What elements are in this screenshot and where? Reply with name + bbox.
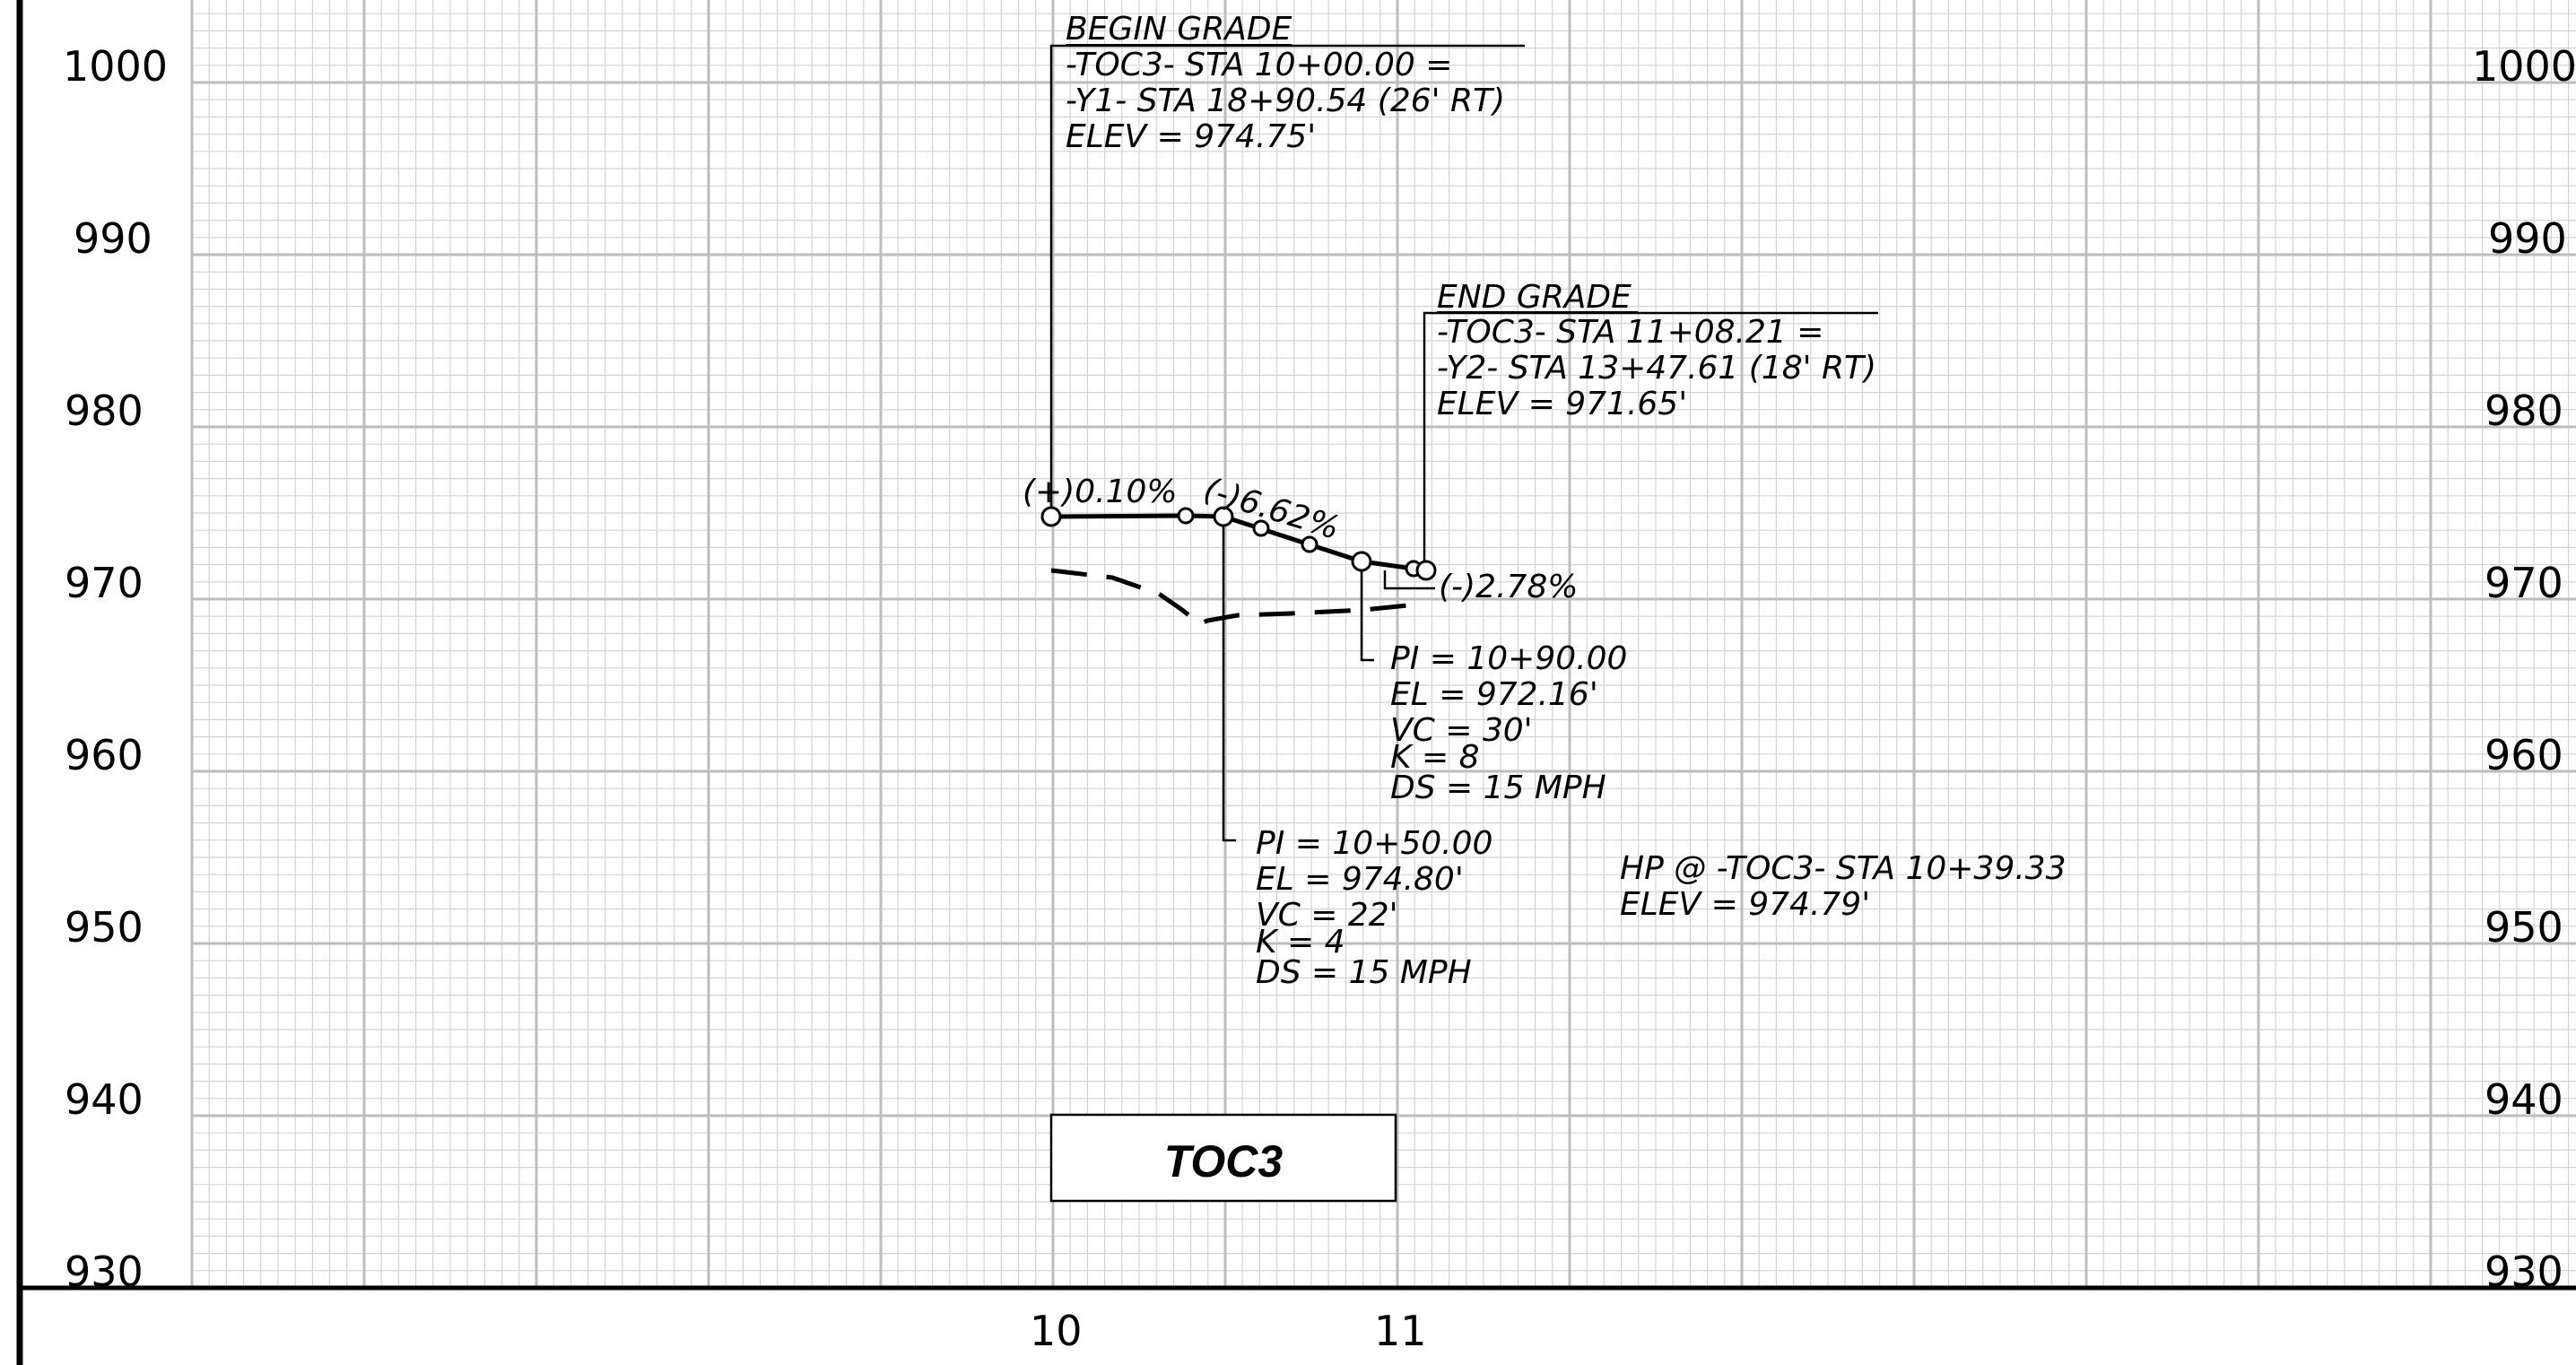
elevation-label-980-right: 980	[2485, 387, 2563, 435]
elevation-label-960: 960	[65, 731, 144, 779]
pi2-notes: PI = 10+90.00 EL = 972.16' VC = 30' K = …	[1390, 640, 1627, 806]
elevation-label-940-right: 940	[2485, 1075, 2563, 1124]
grade-label-1: (+)0.10%	[1023, 474, 1178, 510]
elevation-label-940: 940	[65, 1075, 144, 1124]
high-point-note: HP @ -TOC3- STA 10+39.33 ELEV = 974.79'	[1620, 850, 2066, 923]
vc1-start-point	[1177, 507, 1195, 525]
grade-label-3: (-)2.78%	[1439, 569, 1578, 605]
elevation-label-930-right: 930	[2485, 1248, 2563, 1296]
begin-grade-line1: -TOC3- STA 10+00.00 =	[1066, 47, 1452, 83]
elevation-label-960-right: 960	[2485, 731, 2563, 779]
left-elevation-labels: 1000 990 980 970 960 950 940 930	[63, 42, 168, 1296]
existing-ground-line	[1050, 568, 1418, 627]
profile-title: TOC3	[1164, 1136, 1284, 1187]
minor-grid	[192, 0, 2576, 1288]
begin-grade-line2: -Y1- STA 18+90.54 (26' RT)	[1066, 83, 1505, 119]
station-label-11: 11	[1374, 1307, 1427, 1355]
begin-grade-callout	[1049, 44, 1525, 509]
end-grade-line3: ELEV = 971.65'	[1437, 386, 1687, 422]
pi2-station: PI = 10+90.00	[1390, 640, 1627, 677]
elevation-label-970: 970	[65, 559, 144, 607]
pi1-elevation: EL = 974.80'	[1256, 861, 1464, 898]
elevation-label-970-right: 970	[2485, 559, 2563, 607]
right-elevation-labels: 1000 990 980 970 960 950 940 930	[2472, 42, 2576, 1296]
end-grade-heading: END GRADE	[1437, 279, 1632, 316]
elevation-label-990: 990	[74, 214, 152, 263]
vc2-start-point	[1301, 535, 1318, 553]
begin-grade-heading: BEGIN GRADE	[1066, 11, 1292, 48]
pi2-elevation: EL = 972.16'	[1390, 676, 1598, 713]
grade-points	[1040, 506, 1437, 581]
pi1-k: K = 4	[1256, 924, 1345, 961]
profile-title-box	[1049, 1113, 1397, 1203]
vc1-end-point	[1252, 519, 1270, 537]
pi1-ds: DS = 15 MPH	[1256, 954, 1472, 991]
high-point-station: HP @ -TOC3- STA 10+39.33	[1620, 850, 2066, 887]
elevation-label-1000-right: 1000	[2472, 42, 2576, 91]
end-grade-line1: -TOC3- STA 11+08.21 =	[1437, 314, 1823, 351]
elevation-label-1000: 1000	[63, 42, 168, 91]
begin-grade-point	[1040, 506, 1062, 527]
pi2-vc: VC = 30'	[1390, 712, 1533, 749]
begin-grade-notes: BEGIN GRADE -TOC3- STA 10+00.00 = -Y1- S…	[1066, 11, 1505, 155]
elevation-label-990-right: 990	[2488, 214, 2567, 263]
pi1-notes: PI = 10+50.00 EL = 974.80' VC = 22' K = …	[1256, 825, 1493, 991]
pi1-station: PI = 10+50.00	[1256, 825, 1493, 862]
end-grade-notes: END GRADE -TOC3- STA 11+08.21 = -Y2- STA…	[1437, 279, 1876, 422]
elevation-label-950: 950	[65, 903, 144, 952]
station-label-10: 10	[1030, 1307, 1083, 1355]
pi1-point	[1213, 506, 1234, 527]
pi2-point	[1351, 551, 1372, 572]
elevation-label-930: 930	[65, 1248, 144, 1296]
station-labels: 10 11	[1030, 1307, 1427, 1355]
elevation-label-980: 980	[65, 387, 144, 435]
elevation-label-950-right: 950	[2485, 903, 2563, 952]
pi2-ds: DS = 15 MPH	[1390, 769, 1606, 806]
end-grade-line2: -Y2- STA 13+47.61 (18' RT)	[1437, 350, 1876, 387]
pi-leaders	[1222, 522, 1435, 842]
end-grade-point	[1415, 560, 1437, 581]
pi1-vc: VC = 22'	[1256, 897, 1398, 934]
end-grade-callout	[1423, 311, 1878, 567]
high-point-elevation: ELEV = 974.79'	[1620, 886, 1870, 923]
pi2-k: K = 8	[1390, 739, 1480, 776]
begin-grade-line3: ELEV = 974.75'	[1066, 118, 1316, 155]
major-grid	[190, 0, 2576, 1290]
